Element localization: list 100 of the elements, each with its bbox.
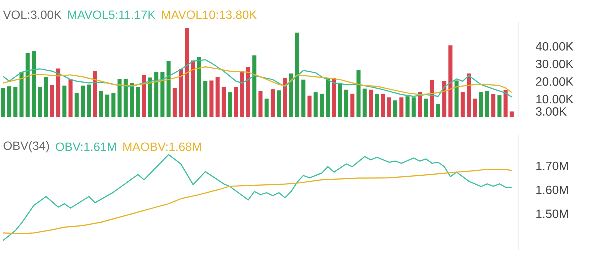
bar xyxy=(136,87,140,117)
bar xyxy=(283,78,288,117)
bar xyxy=(191,60,196,117)
bar xyxy=(112,93,116,117)
bar xyxy=(1,88,6,117)
bar xyxy=(344,90,349,117)
bar xyxy=(166,61,171,117)
bar xyxy=(74,93,79,117)
bar xyxy=(118,79,122,117)
y-tick-label: 1.60M xyxy=(536,186,568,194)
bar xyxy=(381,94,386,117)
bar xyxy=(387,98,392,117)
y-tick-label: 30.00K xyxy=(536,60,574,68)
y-tick-label: 3.00K xyxy=(536,107,567,116)
bar xyxy=(93,71,98,117)
bar xyxy=(197,57,202,117)
bar xyxy=(504,90,508,117)
bar xyxy=(442,81,447,117)
bar xyxy=(369,90,374,117)
bar xyxy=(216,77,220,117)
line-series xyxy=(2,59,512,98)
bar xyxy=(240,71,244,117)
bar xyxy=(406,96,410,117)
bar xyxy=(38,87,42,117)
bar xyxy=(510,112,514,117)
chart-title: OBV(34) xyxy=(4,141,50,153)
bar xyxy=(44,77,48,117)
bar xyxy=(130,83,134,117)
bar xyxy=(7,86,12,117)
bar xyxy=(454,80,459,117)
bar xyxy=(62,86,67,117)
y-tick-label: 10.00K xyxy=(536,95,574,104)
bar xyxy=(302,80,306,117)
y-tick-label: 1.70M xyxy=(536,162,568,170)
bar xyxy=(264,98,269,117)
bar xyxy=(394,100,398,117)
bar xyxy=(308,96,312,117)
bar xyxy=(326,78,330,117)
bar xyxy=(172,88,177,117)
chart-title: VOL:3.00K xyxy=(3,10,62,20)
bar xyxy=(50,86,54,117)
bar xyxy=(338,83,342,117)
bar xyxy=(87,84,92,117)
line-series xyxy=(2,66,512,96)
bar xyxy=(148,78,152,117)
bar xyxy=(210,80,214,117)
bar xyxy=(26,52,30,117)
bar xyxy=(460,92,465,117)
text: MAVOL5:11.17K xyxy=(68,10,156,20)
bar xyxy=(467,74,472,117)
bar xyxy=(356,70,361,117)
bar xyxy=(124,79,128,117)
bar xyxy=(412,98,416,117)
bar xyxy=(479,92,484,117)
bar xyxy=(430,80,434,117)
bar xyxy=(32,51,36,117)
bar xyxy=(154,72,159,117)
bar xyxy=(68,79,73,117)
bar xyxy=(81,86,86,117)
bar xyxy=(289,74,294,117)
bar xyxy=(246,67,250,117)
line-series xyxy=(2,168,512,234)
bar xyxy=(222,87,226,117)
bar xyxy=(320,94,324,117)
text: MAOBV:1.68M xyxy=(124,142,202,152)
bar xyxy=(142,75,146,117)
bar xyxy=(185,28,190,117)
bar xyxy=(492,94,496,117)
bar xyxy=(418,92,422,117)
bar xyxy=(332,78,336,117)
bar xyxy=(362,88,367,117)
bar xyxy=(375,94,380,117)
y-tick-label: 1.50M xyxy=(536,210,568,218)
bar xyxy=(234,87,238,117)
bar xyxy=(228,92,232,117)
bar xyxy=(160,72,165,117)
bar xyxy=(20,72,24,117)
bar xyxy=(350,94,355,117)
bar xyxy=(252,56,257,117)
line-series xyxy=(2,154,512,242)
bar xyxy=(436,104,440,117)
bar xyxy=(498,96,502,117)
text: OBV:1.61M xyxy=(56,142,116,152)
bar xyxy=(448,46,453,117)
bar xyxy=(314,92,318,117)
y-tick-label: 40.00K xyxy=(536,42,574,51)
bar xyxy=(106,94,110,117)
bar xyxy=(99,91,104,117)
text: MAVOL10:13.80K xyxy=(162,10,258,20)
bar xyxy=(204,81,208,117)
bar xyxy=(295,32,300,117)
bar xyxy=(270,90,276,117)
bar xyxy=(424,98,428,117)
y-tick-label: 20.00K xyxy=(536,78,574,86)
bar xyxy=(179,69,184,117)
bar xyxy=(277,90,282,117)
bar xyxy=(258,91,263,117)
bar xyxy=(14,87,18,117)
bar xyxy=(473,98,478,117)
bar xyxy=(485,91,490,117)
